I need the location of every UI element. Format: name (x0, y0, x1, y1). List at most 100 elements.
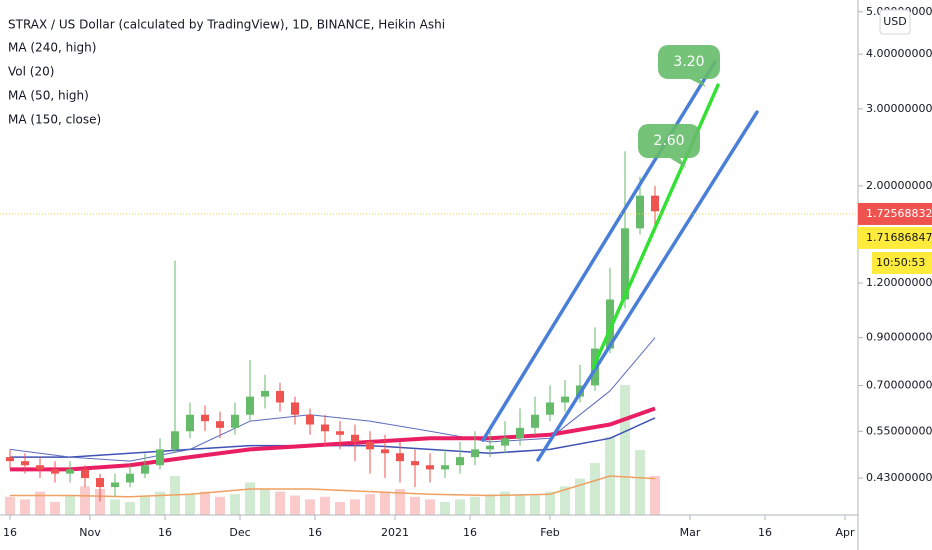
candle-body (231, 414, 239, 428)
x-tick-label: 16 (758, 526, 772, 539)
candle-body (96, 478, 104, 488)
candle-body (501, 438, 509, 446)
candle-body (261, 390, 269, 397)
candle-body (111, 482, 119, 488)
volume-bar (140, 496, 150, 515)
volume-bar (560, 486, 570, 515)
volume-bar (20, 499, 30, 515)
plot (0, 60, 858, 515)
callout-text: 3.20 (673, 54, 704, 70)
candle-body (36, 465, 44, 470)
volume-bar (95, 489, 105, 515)
candle-body (156, 449, 164, 466)
callout-text: 2.60 (653, 133, 684, 149)
volume-bar (500, 491, 510, 515)
chart-title: STRAX / US Dollar (calculated by Trading… (8, 18, 445, 32)
x-tick-label: Apr (835, 526, 855, 539)
volume-bar (455, 499, 465, 515)
candle-body (546, 402, 554, 415)
volume-bar (305, 499, 315, 515)
volume-bar (320, 496, 330, 515)
last-price-box (858, 202, 932, 225)
volume-bar (650, 476, 660, 515)
candle-body (606, 299, 614, 349)
volume-bar (380, 491, 390, 515)
candle-body (171, 431, 179, 450)
candle-body (636, 195, 644, 229)
callout: 3.20 (658, 45, 720, 87)
y-tick-label: 1.20000000 (866, 276, 932, 289)
x-tick-label: Dec (229, 526, 250, 539)
candle-body (471, 449, 479, 458)
countdown-box (872, 251, 932, 274)
x-tick-label: 16 (463, 526, 477, 539)
legend-entry: MA (50, high) (8, 89, 89, 103)
candle-body (426, 465, 434, 470)
candle-body (6, 457, 14, 462)
candle-body (246, 396, 254, 415)
y-tick-label: 3.00000000 (866, 102, 932, 115)
candle-body (141, 465, 149, 474)
y-tick-label: 4.00000000 (866, 47, 932, 60)
candle-body (321, 424, 329, 432)
candle-body (291, 402, 299, 415)
volume-bar (470, 496, 480, 515)
volume-bar (125, 502, 135, 515)
volume-bar (350, 499, 360, 515)
volume-bar (530, 494, 540, 515)
volume-bar (485, 494, 495, 515)
legend-entry: MA (240, high) (8, 41, 96, 55)
candle-body (366, 441, 374, 450)
volume-bar (365, 494, 375, 515)
x-tick-label: 16 (158, 526, 172, 539)
candle-body (186, 414, 194, 432)
volume-bar (515, 495, 525, 515)
legend-entry: MA (150, close) (8, 113, 101, 127)
candle-body (456, 457, 464, 466)
candle-body (441, 465, 449, 470)
volume-bar (590, 463, 600, 515)
candle-body (516, 427, 524, 439)
volume-bar (230, 494, 240, 515)
y-tick-label: 0.70000000 (866, 378, 932, 391)
volume-bar (5, 496, 15, 515)
callout-bubble (658, 45, 720, 87)
volume-bar (155, 491, 165, 515)
volume-bar (260, 489, 270, 515)
candle-body (531, 414, 539, 428)
candle-body (336, 431, 344, 435)
prev-price-label: 1.71686847 (866, 231, 932, 244)
candle-body (561, 396, 569, 403)
candle-body (411, 461, 419, 466)
candle-body (621, 228, 629, 300)
volume-bar (110, 499, 120, 515)
volume-bar (185, 494, 195, 515)
candle-body (381, 449, 389, 454)
y-tick-label: 0.55000000 (866, 424, 932, 437)
currency[interactable]: USD (883, 15, 907, 28)
candle-body (351, 434, 359, 442)
volume-bar (335, 502, 345, 515)
x-tick-label: 2021 (381, 526, 409, 539)
trend-line (536, 110, 759, 462)
volume-bar (545, 491, 555, 515)
candle-body (651, 195, 659, 212)
volume-bar (395, 489, 405, 515)
y-tick-label: 0.43000000 (866, 471, 932, 484)
volume-bar (200, 491, 210, 515)
candle-body (81, 469, 89, 479)
volume-bar (575, 478, 585, 515)
volume-bar (425, 499, 435, 515)
axes: 0.43000000 0.55000000 0.70000000 0.90000000… (3, 5, 932, 539)
currency-button[interactable] (879, 9, 911, 35)
moving-average (9, 337, 656, 462)
volume-bar (635, 450, 645, 515)
volume-bar (440, 502, 450, 515)
candle-body (276, 390, 284, 403)
candle-body (126, 473, 134, 483)
volume-bar (80, 486, 90, 515)
candle-body (66, 469, 74, 474)
volume-bar (290, 495, 300, 515)
